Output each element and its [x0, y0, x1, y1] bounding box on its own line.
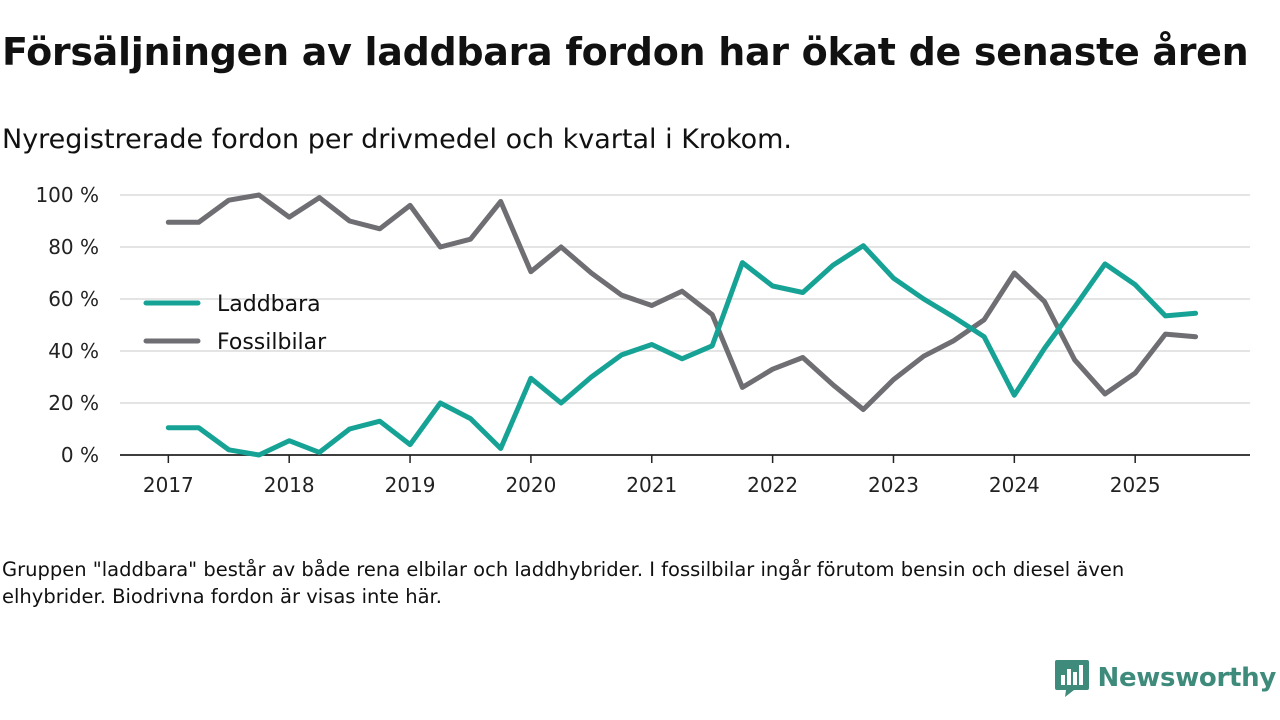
x-tick-label: 2019 [385, 473, 436, 497]
y-tick-label: 60 % [48, 287, 99, 311]
y-tick-label: 80 % [48, 235, 99, 259]
brand-logo[interactable]: Newsworthy [1054, 658, 1276, 698]
x-tick-label: 2017 [143, 473, 194, 497]
legend-label-laddbara: Laddbara [217, 292, 321, 317]
x-tick-label: 2024 [989, 473, 1040, 497]
x-tick-label: 2021 [626, 473, 677, 497]
chart-title: Försäljningen av laddbara fordon har öka… [2, 30, 1248, 74]
x-tick-label: 2018 [264, 473, 315, 497]
x-tick-label: 2022 [747, 473, 798, 497]
x-tick-label: 2023 [868, 473, 919, 497]
x-tick-label: 2025 [1110, 473, 1161, 497]
legend-label-fossilbilar: Fossilbilar [217, 330, 327, 355]
y-tick-label: 20 % [48, 391, 99, 415]
x-tick-label: 2020 [505, 473, 556, 497]
line-chart: 0 % 20 % 40 % 60 % 80 % 100 % 2017 2018 2019 2020… [0, 175, 1280, 505]
footnote: Gruppen "laddbara" består av både rena e… [2, 556, 1232, 610]
y-tick-label: 100 % [35, 183, 99, 207]
brand-name: Newsworthy [1098, 663, 1276, 693]
y-tick-label: 40 % [48, 339, 99, 363]
chart-subtitle: Nyregistrerade fordon per drivmedel och … [2, 124, 792, 155]
y-tick-label: 0 % [61, 443, 99, 467]
series-line-fossilbilar [168, 195, 1195, 410]
newsworthy-logo-icon [1054, 658, 1090, 698]
